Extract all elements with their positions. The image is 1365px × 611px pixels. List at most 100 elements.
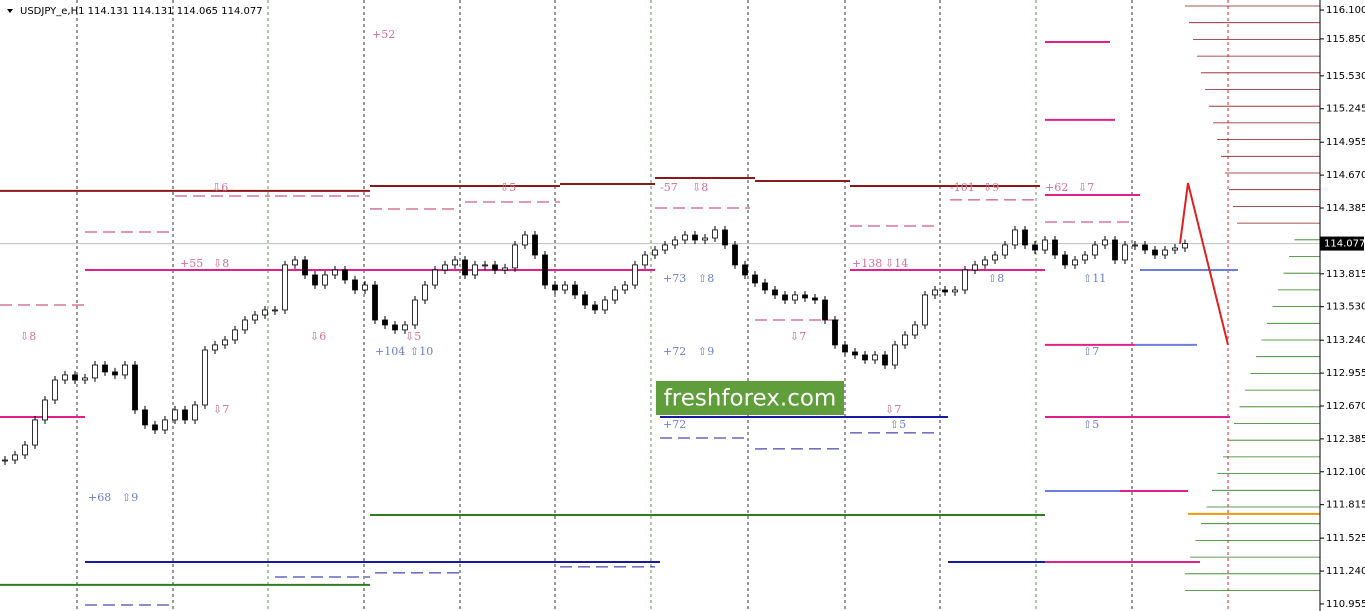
annotation: ⇩7 [885, 403, 901, 416]
candle [1172, 247, 1178, 251]
y-tick-label: 115.530 [1326, 71, 1365, 82]
candle [902, 334, 908, 346]
annotation: +104 [375, 345, 405, 358]
annotation: +62 [1045, 181, 1068, 194]
candle [1142, 244, 1148, 251]
annotation: -101 [950, 181, 975, 194]
candle [742, 264, 748, 276]
candle [792, 294, 798, 301]
menu-arrow[interactable] [7, 9, 13, 13]
annotation: +55 [180, 257, 203, 270]
candle [692, 234, 698, 241]
candle [362, 284, 368, 291]
candle [552, 284, 558, 291]
candle [722, 229, 728, 246]
candle [62, 374, 68, 381]
candle [602, 299, 608, 311]
candle [952, 289, 958, 293]
candle [422, 284, 428, 301]
annotation: +138 [852, 257, 882, 270]
candle [1082, 254, 1088, 261]
candle [542, 254, 548, 286]
candle [152, 424, 158, 431]
y-tick-label: 112.670 [1326, 401, 1365, 412]
candle [262, 309, 268, 316]
candle [12, 454, 18, 461]
watermark-box [656, 381, 844, 415]
candle [672, 239, 678, 246]
candle [312, 274, 318, 286]
candle [942, 289, 948, 293]
candle [192, 404, 198, 421]
candle [922, 294, 928, 326]
candle [822, 299, 828, 321]
candle [282, 264, 288, 311]
y-tick-label: 114.385 [1326, 203, 1365, 214]
candle [582, 294, 588, 306]
candle [512, 244, 518, 269]
candle [22, 444, 28, 456]
candle [772, 289, 778, 296]
candle [522, 234, 528, 246]
candle [572, 284, 578, 296]
plot: +52⇩8⇩6+55 ⇩8⇩6 ⇩5+104 ⇧10⇩5 -57 ⇩8+73 ⇧8+72 ⇧9… [0, 0, 1320, 611]
y-tick-label: 115.245 [1326, 104, 1365, 115]
candle [112, 371, 118, 376]
candle [1132, 244, 1138, 247]
candle [802, 294, 808, 299]
candle [782, 294, 788, 301]
annotation: ⇧11 [1083, 272, 1106, 285]
annotation: ⇧8 [698, 272, 714, 285]
candle [232, 329, 238, 341]
candle [1092, 244, 1098, 256]
candle [712, 229, 718, 239]
annotation: ⇧10 [410, 345, 433, 358]
candle [1122, 244, 1128, 261]
annotation: ⇩9 [983, 181, 999, 194]
candle [592, 304, 598, 311]
candle [52, 379, 58, 401]
annotation: -57 [660, 181, 678, 194]
candle [812, 297, 818, 301]
candle [862, 354, 868, 361]
candle [682, 234, 688, 241]
candle [992, 254, 998, 261]
annotation: ⇧8 [988, 272, 1004, 285]
forecast-line [1179, 182, 1229, 346]
candle [882, 354, 888, 366]
candle [632, 264, 638, 286]
annotation: ⇧7 [1083, 345, 1099, 358]
annotation: +52 [372, 28, 395, 41]
candle [162, 419, 168, 431]
annotation: ⇩7 [1078, 181, 1094, 194]
candle [562, 284, 568, 291]
candle [932, 289, 938, 296]
candle [1062, 254, 1068, 266]
candle [1102, 239, 1108, 246]
candle [762, 282, 768, 291]
candle [462, 259, 468, 276]
annotation: +73 [663, 272, 686, 285]
candle [642, 254, 648, 266]
y-tick-label: 112.100 [1326, 467, 1365, 478]
candle [222, 339, 228, 346]
y-tick-label: 116.100 [1326, 5, 1365, 16]
candle [1162, 249, 1168, 256]
annotation: ⇩8 [692, 181, 708, 194]
candle [332, 269, 338, 276]
candle [852, 351, 858, 356]
candle [1152, 249, 1158, 256]
annotation: ⇩5 [405, 330, 421, 343]
watermark: freshforex.com [664, 386, 837, 412]
candle [392, 324, 398, 331]
y-tick-label: 114.670 [1326, 170, 1365, 181]
annotation: +72 [663, 345, 686, 358]
candle [872, 354, 878, 361]
candle [172, 409, 178, 421]
candle [842, 344, 848, 353]
candle [292, 259, 298, 266]
y-tick-label: 110.955 [1326, 599, 1365, 610]
candle [1182, 243, 1188, 249]
candle [212, 344, 218, 351]
candle [322, 274, 328, 286]
